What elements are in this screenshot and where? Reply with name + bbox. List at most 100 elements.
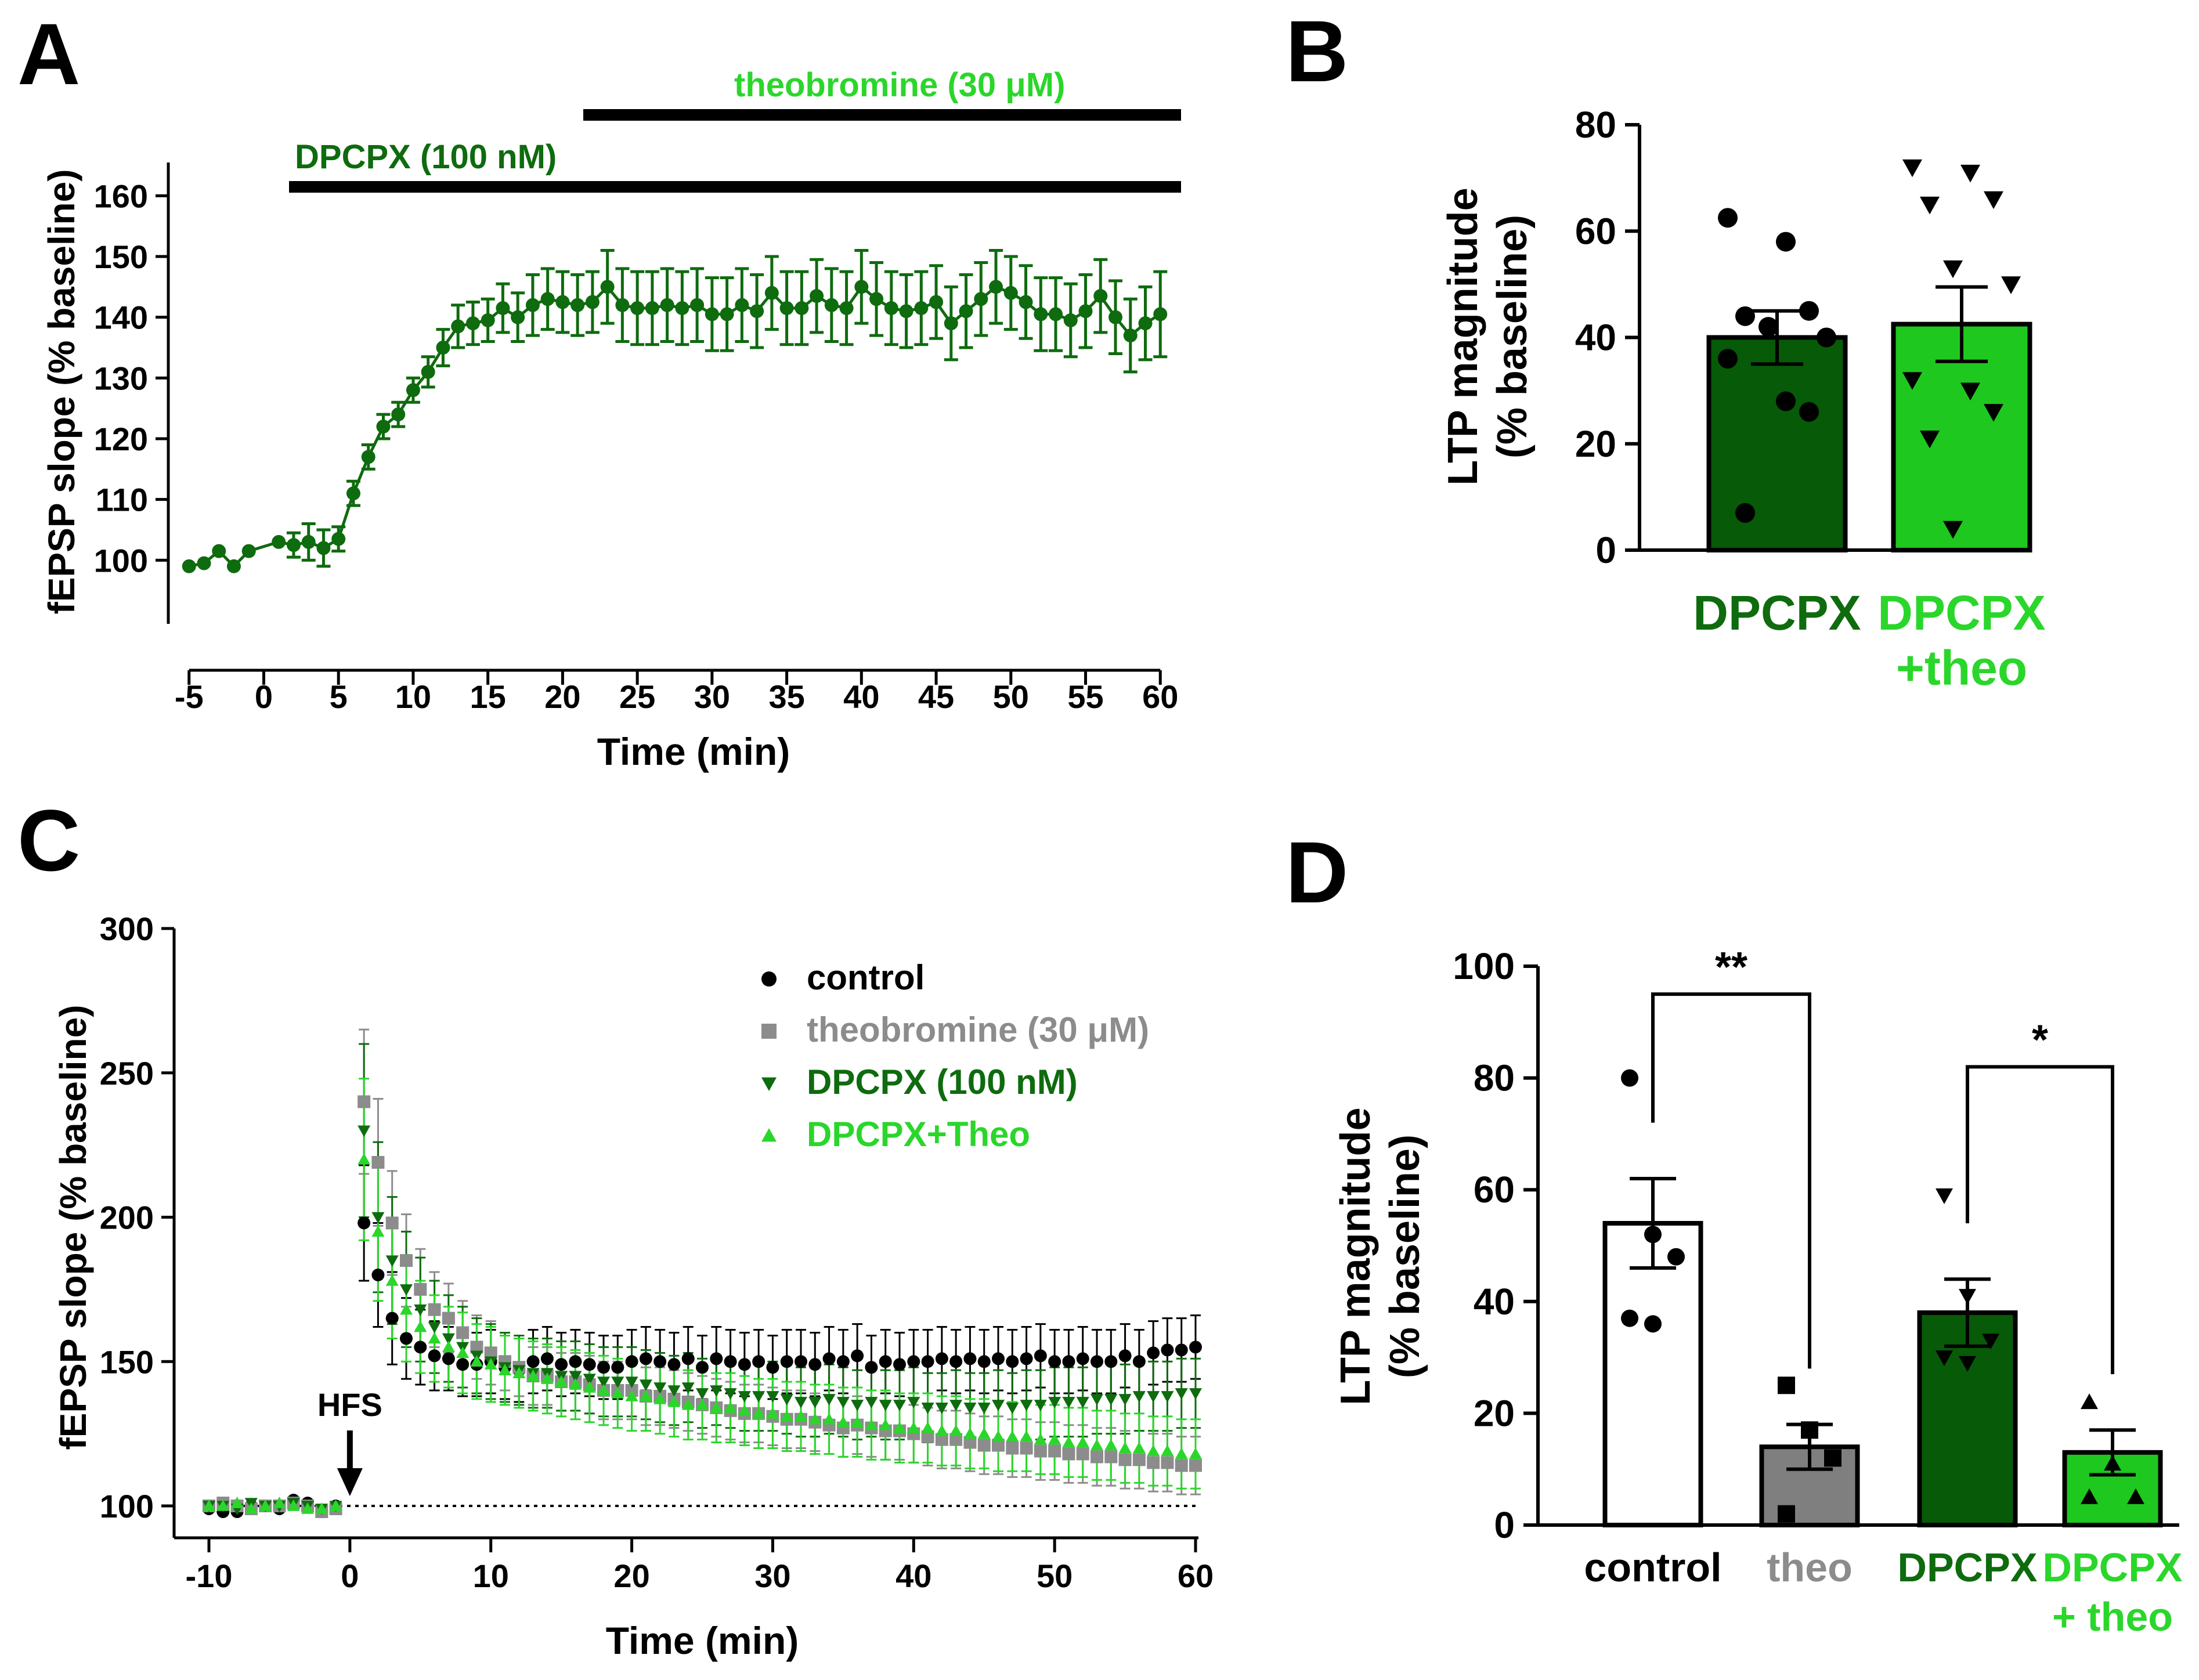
data-point xyxy=(428,1321,441,1334)
panel-letter: D xyxy=(1286,823,1348,921)
data-point xyxy=(1132,1355,1146,1368)
y-tick-label: 100 xyxy=(100,1488,154,1524)
data-point xyxy=(1778,1505,1795,1523)
data-point xyxy=(1093,289,1108,304)
data-point xyxy=(710,1385,723,1397)
significance-label: ** xyxy=(1715,944,1747,991)
x-tick-label: -5 xyxy=(175,678,204,715)
y-axis-label: fEPSP slope (% baseline) xyxy=(41,169,82,614)
data-point xyxy=(414,1320,427,1332)
data-point xyxy=(720,307,734,321)
x-tick-label: 20 xyxy=(544,678,580,715)
data-point xyxy=(854,280,869,294)
data-point xyxy=(358,1216,371,1230)
data-point xyxy=(653,1382,667,1394)
data-point xyxy=(935,1352,948,1365)
y-axis-label: fEPSP slope (% baseline) xyxy=(52,1005,94,1450)
panel-d: 0 20 40 60 80 100 LTP magnitude (% baseline) con… xyxy=(1333,944,2183,1639)
data-point xyxy=(1062,1355,1075,1368)
data-point xyxy=(1104,1394,1118,1406)
legend-marker xyxy=(761,1128,777,1142)
legend-marker xyxy=(761,1024,777,1039)
data-point xyxy=(851,1349,864,1363)
y-tick-label: 60 xyxy=(1474,1169,1515,1211)
y-tick-label: 40 xyxy=(1474,1281,1515,1323)
data-point xyxy=(1118,1453,1132,1466)
data-point xyxy=(315,1502,328,1514)
data-point xyxy=(456,1346,470,1359)
data-point xyxy=(1034,1433,1047,1445)
data-point xyxy=(230,1497,244,1508)
data-point xyxy=(738,1404,751,1416)
data-point xyxy=(921,1355,934,1368)
data-point xyxy=(540,292,555,306)
data-point xyxy=(414,1341,427,1354)
data-point xyxy=(2104,1455,2121,1471)
data-point xyxy=(273,1497,286,1508)
data-point xyxy=(893,1400,906,1411)
data-point xyxy=(511,310,525,324)
category-label: DPCPX xyxy=(1693,586,1861,640)
data-point xyxy=(1118,1394,1132,1406)
hfs-label: HFS xyxy=(317,1386,382,1423)
data-point xyxy=(1118,1441,1132,1454)
data-point xyxy=(681,1398,695,1410)
data-point xyxy=(1123,328,1138,343)
data-point xyxy=(1049,307,1063,321)
y-tick-label: 0 xyxy=(1595,529,1616,571)
data-point xyxy=(667,1395,681,1407)
category-label: theo xyxy=(1767,1545,1853,1590)
y-tick-label: 80 xyxy=(1575,104,1616,146)
data-point xyxy=(822,1412,836,1425)
data-point xyxy=(428,1349,441,1363)
data-point xyxy=(653,1355,667,1368)
data-point xyxy=(630,301,645,315)
data-point xyxy=(795,1410,807,1422)
data-point xyxy=(241,544,256,558)
data-point xyxy=(301,534,316,549)
x-tick-label: 50 xyxy=(1037,1558,1073,1594)
data-point xyxy=(992,1352,1005,1365)
x-tick-label: 25 xyxy=(619,678,655,715)
data-point xyxy=(949,1433,963,1446)
data-point xyxy=(358,1125,371,1137)
y-tick-label: 60 xyxy=(1575,210,1616,252)
y-axis-label: LTP magnitude xyxy=(1440,187,1486,485)
data-point xyxy=(1189,1459,1202,1472)
data-point xyxy=(907,1355,920,1368)
data-point xyxy=(442,1312,455,1325)
data-point xyxy=(1920,430,1940,449)
data-point xyxy=(1175,1459,1188,1472)
data-point xyxy=(738,1391,751,1403)
data-point xyxy=(1132,1391,1146,1403)
data-point xyxy=(1063,313,1078,327)
data-point xyxy=(1076,1436,1089,1448)
data-point xyxy=(1118,1349,1132,1363)
data-point xyxy=(865,1397,878,1408)
data-point xyxy=(316,541,331,555)
data-point xyxy=(935,1424,948,1436)
data-point xyxy=(376,420,391,434)
legend-marker xyxy=(761,1077,777,1091)
y-tick-label: 120 xyxy=(94,421,148,457)
data-point xyxy=(1189,1447,1202,1459)
data-point xyxy=(569,1355,582,1368)
data-point xyxy=(597,1384,610,1396)
data-point xyxy=(456,1358,470,1371)
data-point xyxy=(1759,317,1778,337)
data-point xyxy=(1718,208,1738,228)
panel-b: 0 20 40 60 80 LTP magnitude (% baseline) DPCPX D… xyxy=(1440,104,2046,695)
data-point xyxy=(899,304,913,319)
data-point xyxy=(272,534,286,549)
data-point xyxy=(824,298,839,312)
data-point xyxy=(625,1389,638,1401)
data-point xyxy=(974,292,988,306)
data-point xyxy=(1020,1352,1033,1365)
data-point xyxy=(371,1225,385,1237)
data-point xyxy=(907,1397,920,1408)
data-point xyxy=(1048,1444,1061,1458)
data-point xyxy=(1020,1430,1033,1442)
x-tick-label: 10 xyxy=(395,678,431,715)
data-point xyxy=(540,1352,554,1365)
data-point xyxy=(385,1216,399,1230)
